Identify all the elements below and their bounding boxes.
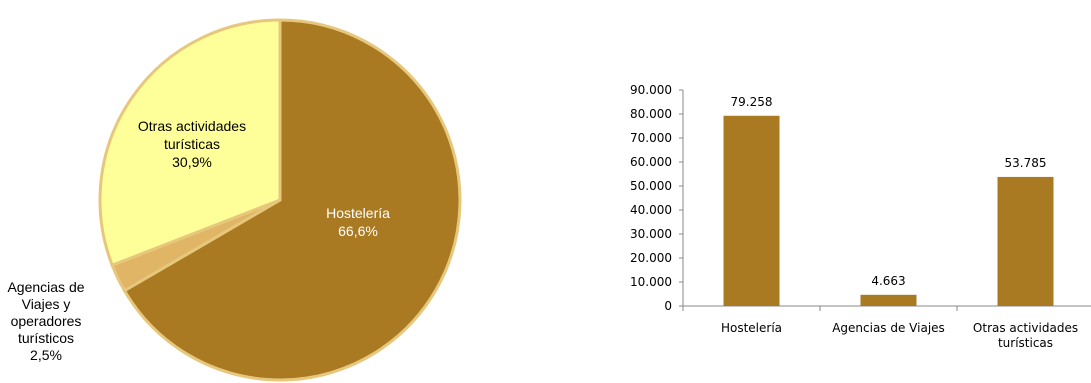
y-tick-label: 30.000 <box>630 227 672 241</box>
pie-label-agencias-de-viajes-y-operadores-turisticos: Agencias de Viajes y operadores turísticos 2… <box>7 279 84 363</box>
pie-label-hosteleria: Hostelería 66,6% <box>326 205 390 239</box>
y-tick-label: 90.000 <box>630 83 672 97</box>
bar-agencias-de-viajes <box>860 294 917 306</box>
bar-otras-actividades-turisticas <box>997 176 1054 306</box>
data-label-otras-actividades-turisticas: 53.785 <box>1005 156 1047 170</box>
y-tick-label: 0 <box>664 299 672 313</box>
y-tick-label: 50.000 <box>630 179 672 193</box>
y-tick-label: 60.000 <box>630 155 672 169</box>
bar-hosteleria <box>723 115 780 307</box>
y-tick-label: 80.000 <box>630 107 672 121</box>
y-tick-label: 40.000 <box>630 203 672 217</box>
pie-label-otras-actividades-turisticas: Otras actividades turísticas 30,9% <box>138 118 246 170</box>
y-tick-label: 10.000 <box>630 275 672 289</box>
bar-chart: 0 10.000 20.000 30.000 40.000 50.000 60.000 70.… <box>630 83 1091 350</box>
x-tick-label: Otras actividades turísticas <box>973 321 1078 350</box>
pie-slice-otras-actividades-turisticas <box>98 18 282 268</box>
data-label-hosteleria: 79.258 <box>731 95 773 109</box>
x-tick-label: Hostelería <box>721 321 782 335</box>
y-tick-label: 20.000 <box>630 251 672 265</box>
y-tick-label: 70.000 <box>630 131 672 145</box>
pie-chart: Hostelería 66,6% Agencias de Viajes y operad… <box>7 18 462 382</box>
data-label-agencias-de-viajes: 4.663 <box>871 274 905 288</box>
x-tick-label: Agencias de Viajes <box>832 321 945 335</box>
pie-slice-hosteleria <box>122 18 462 382</box>
